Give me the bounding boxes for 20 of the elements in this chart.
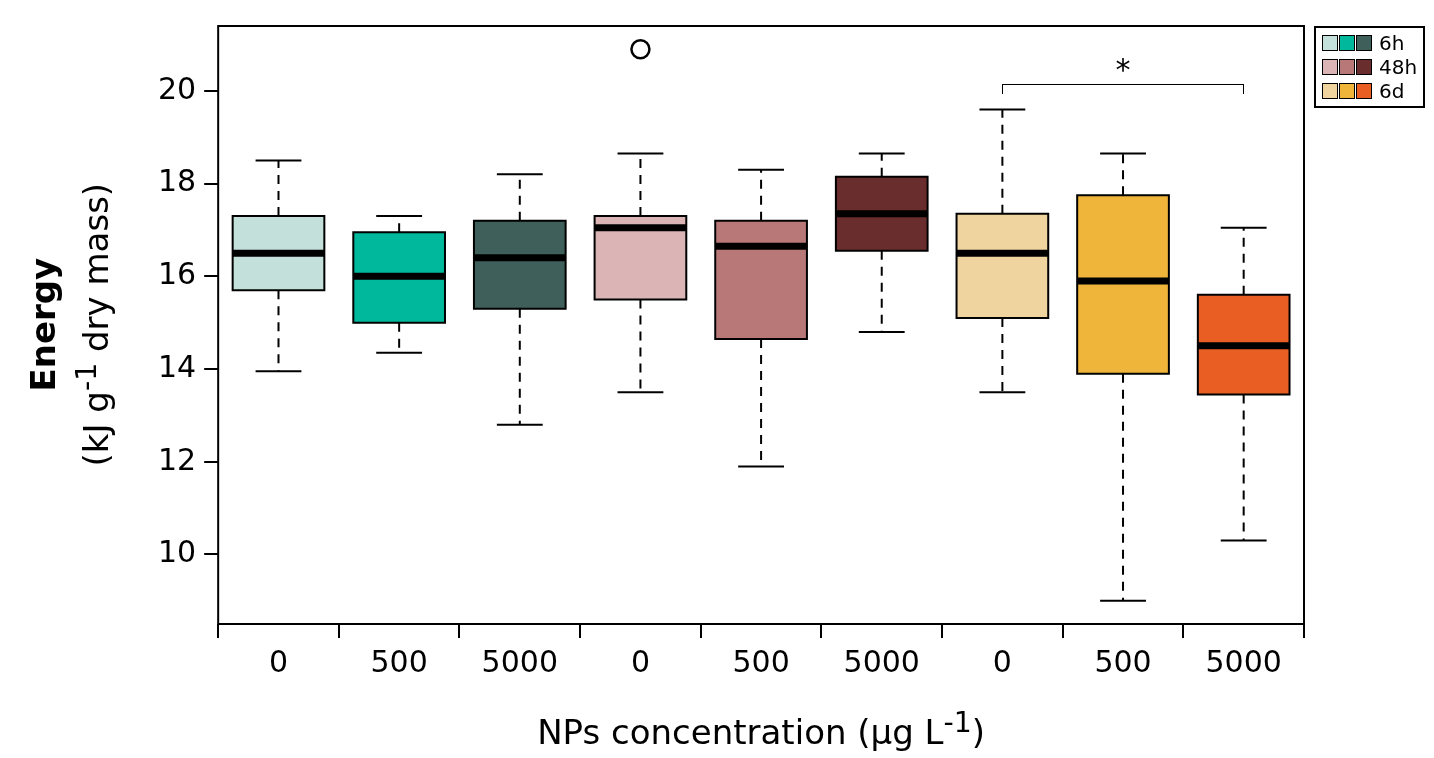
y-tick-label: 14	[157, 348, 197, 384]
x-tick-label: 5000	[843, 643, 920, 679]
x-axis-title: NPs concentration (μg L$^{-1}$)	[537, 706, 986, 753]
x-tick-label: 5000	[481, 643, 558, 679]
legend-label: 48h	[1379, 55, 1418, 79]
y-tick-label: 16	[157, 256, 197, 292]
y-tick-label: 10	[157, 534, 197, 570]
x-tick-label: 0	[268, 643, 289, 679]
y-tick-label: 18	[157, 163, 197, 199]
annotation: *	[1115, 52, 1131, 87]
legend-label: 6h	[1379, 31, 1405, 55]
x-tick-label: 500	[732, 643, 790, 679]
y-tick-label: 12	[157, 441, 197, 477]
y-tick-label: 20	[157, 70, 197, 106]
x-tick-label: 500	[1094, 643, 1152, 679]
x-tick-label: 500	[370, 643, 428, 679]
x-tick-label: 0	[992, 643, 1012, 679]
legend-label: 6d	[1379, 79, 1405, 103]
x-tick-label: 5000	[1205, 643, 1282, 679]
x-tick-label: 0	[630, 643, 650, 679]
